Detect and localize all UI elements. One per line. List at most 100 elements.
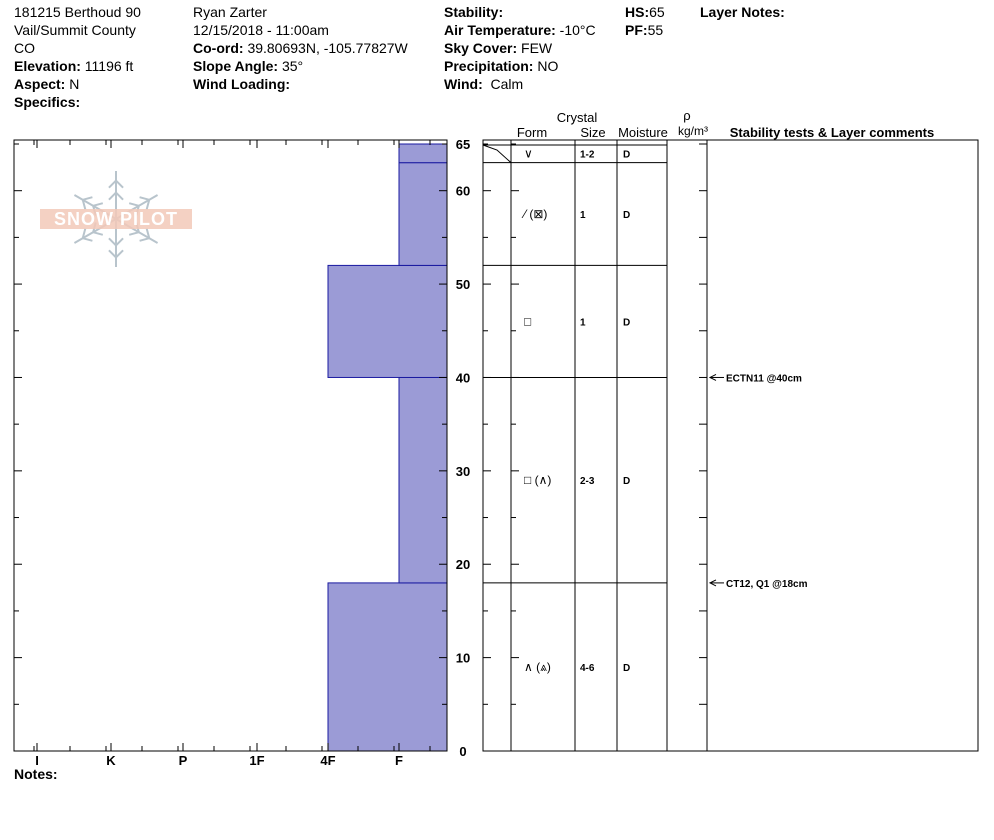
snowpilot-logo: SNOW PILOT bbox=[40, 171, 192, 267]
flake-branch bbox=[128, 202, 140, 207]
observer: Ryan Zarter bbox=[193, 4, 267, 20]
layer-size: 1 bbox=[580, 210, 586, 221]
layer-form: □ bbox=[524, 314, 531, 328]
layer-table-frame bbox=[482, 139, 979, 752]
layer-form: ∧ (⩓) bbox=[524, 660, 551, 674]
rho-header: ρ bbox=[683, 108, 690, 123]
layer-bar bbox=[398, 143, 448, 164]
layer-table-grid bbox=[482, 140, 708, 751]
air-temperature: Air Temperature: -10°C bbox=[444, 22, 596, 38]
flake-branch bbox=[139, 196, 150, 201]
svg-text:SNOW PILOT: SNOW PILOT bbox=[54, 209, 178, 229]
layer-table-rows: ∧ (⩓) 4-6 D □ (∧) 2-3 D □ 1 D ⁄ (⊠) 1 D ∨ 1-2 D bbox=[521, 146, 630, 674]
layer-bar bbox=[398, 376, 448, 584]
moisture-header: Moisture bbox=[618, 125, 668, 140]
test-label: CT12, Q1 @18cm bbox=[726, 579, 808, 590]
test-arrowhead bbox=[708, 579, 717, 587]
crystal-header: Crystal bbox=[557, 110, 598, 125]
flake-branch bbox=[81, 199, 87, 210]
pf: PF:55 bbox=[625, 22, 664, 38]
layer-size: 1-2 bbox=[580, 149, 595, 160]
layer-form: □ (∧) bbox=[524, 473, 551, 487]
flake-branch bbox=[145, 228, 151, 239]
y-tick-label: 50 bbox=[456, 277, 470, 292]
layer-size: 1 bbox=[580, 317, 586, 328]
wind: Wind: Calm bbox=[444, 76, 524, 92]
state: CO bbox=[14, 40, 35, 56]
layer-moisture: D bbox=[623, 149, 630, 160]
y-tick-label: 20 bbox=[456, 557, 470, 572]
flake-branch bbox=[82, 237, 93, 242]
y-tick-label: 0 bbox=[459, 744, 466, 759]
flake-branch bbox=[145, 199, 151, 210]
flake-branch bbox=[92, 202, 104, 207]
site-name: 181215 Berthoud 90 bbox=[14, 4, 141, 20]
y-tick-label: 10 bbox=[456, 651, 470, 666]
stability-tests: ECTN11 @40cm CT12, Q1 @18cm bbox=[708, 373, 808, 590]
stability: Stability: bbox=[444, 4, 504, 20]
test-arrowhead bbox=[708, 374, 717, 381]
flake-branch bbox=[108, 191, 117, 201]
region: Vail/Summit County bbox=[14, 22, 136, 38]
wind-loading: Wind Loading: bbox=[193, 76, 291, 92]
layer-form: ∨ bbox=[524, 146, 533, 160]
layer-moisture: D bbox=[623, 317, 630, 328]
flake-branch bbox=[108, 179, 117, 189]
x-tick-label: 4F bbox=[320, 753, 335, 768]
density-unit-header: kg/m³ bbox=[678, 124, 708, 138]
layer-size: 4-6 bbox=[580, 663, 595, 674]
size-header: Size bbox=[580, 125, 605, 140]
x-tick-label: P bbox=[179, 753, 188, 768]
x-tick-label: I bbox=[35, 753, 39, 768]
form-header: Form bbox=[517, 125, 547, 140]
layer-moisture: D bbox=[623, 663, 630, 674]
coordinates: Co-ord: 39.80693N, -105.77827W bbox=[193, 40, 408, 56]
flake-branch bbox=[115, 179, 124, 189]
header-depth: HS:65 PF:55 bbox=[625, 3, 665, 39]
x-tick-label: F bbox=[395, 753, 403, 768]
header-mid: Ryan Zarter 12/15/2018 - 11:00am Co-ord:… bbox=[193, 3, 408, 93]
y-tick-label: 40 bbox=[456, 370, 470, 385]
layer-bar bbox=[327, 264, 448, 378]
flake-branch bbox=[81, 228, 87, 239]
layer-bar bbox=[327, 582, 448, 752]
flake-branch bbox=[115, 191, 124, 201]
header-left: 181215 Berthoud 90 Vail/Summit County CO… bbox=[14, 3, 141, 111]
flake-branch bbox=[115, 237, 124, 247]
y-tick-label: 60 bbox=[456, 184, 470, 199]
notes: Notes: bbox=[14, 766, 58, 782]
layer-notes: Layer Notes: bbox=[700, 4, 785, 20]
elevation: Elevation: 11196 ft bbox=[14, 58, 134, 74]
flake-branch bbox=[115, 249, 124, 259]
specifics: Specifics: bbox=[14, 94, 81, 110]
flake-branch bbox=[108, 249, 117, 259]
comments-header: Stability tests & Layer comments bbox=[730, 125, 934, 140]
layer-bars bbox=[327, 143, 448, 752]
flake-branch bbox=[108, 237, 117, 247]
hardness-plot-frame bbox=[13, 139, 448, 752]
hardness-axis: I K P 1F 4F F bbox=[33, 140, 431, 768]
test-label: ECTN11 @40cm bbox=[726, 373, 802, 384]
layer-moisture: D bbox=[623, 476, 630, 487]
slope-angle: Slope Angle: 35° bbox=[193, 58, 304, 74]
flake-branch bbox=[128, 231, 140, 236]
header-weather: Stability: Air Temperature: -10°C Sky Co… bbox=[444, 3, 596, 93]
layer-bar bbox=[398, 162, 448, 266]
flake-branch bbox=[139, 237, 150, 242]
layer-moisture: D bbox=[623, 210, 630, 221]
x-tick-label: K bbox=[106, 753, 116, 768]
y-tick-label: 65 bbox=[456, 137, 470, 152]
hs: HS:65 bbox=[625, 4, 665, 20]
layer-form: ⁄ (⊠) bbox=[521, 207, 547, 221]
layer-connector bbox=[482, 144, 512, 164]
datetime: 12/15/2018 - 11:00am bbox=[193, 22, 329, 38]
layer-size: 2-3 bbox=[580, 476, 595, 487]
flake-branch bbox=[82, 196, 93, 201]
aspect: Aspect: N bbox=[14, 76, 80, 92]
y-tick-label: 30 bbox=[456, 464, 470, 479]
x-tick-label: 1F bbox=[249, 753, 264, 768]
precipitation: Precipitation: NO bbox=[444, 58, 559, 74]
column-headers: Crystal Form Size Moisture ρ kg/m³ Stabi… bbox=[517, 108, 934, 140]
flake-branch bbox=[92, 231, 104, 236]
